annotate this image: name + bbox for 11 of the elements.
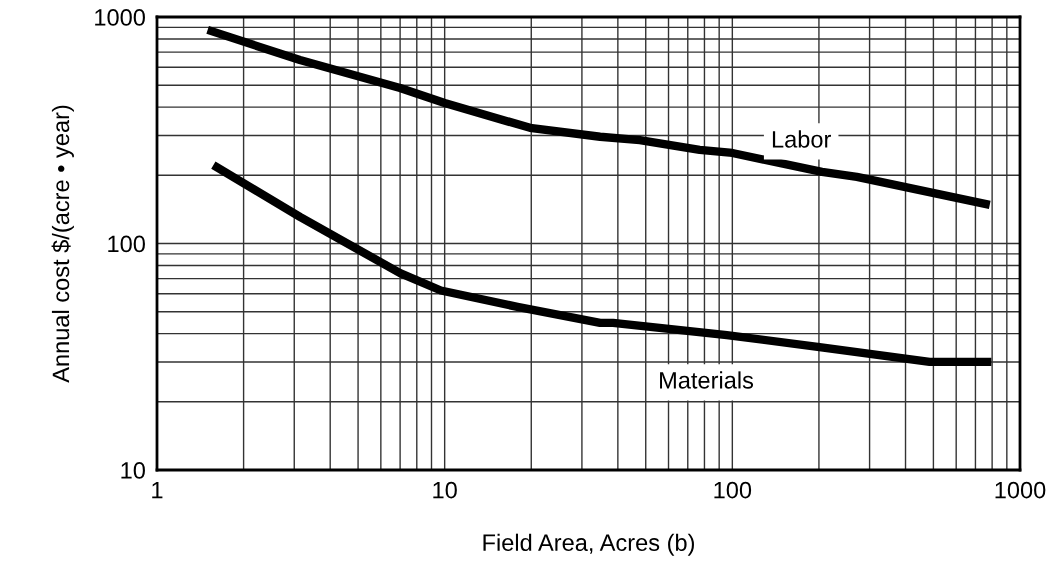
y-axis-title: Annual cost $/(acre • year) — [51, 105, 74, 383]
y-tick-label: 100 — [108, 235, 145, 253]
x-tick-label: 100 — [714, 481, 752, 499]
x-tick-label: 10 — [433, 481, 457, 499]
x-axis-title: Field Area, Acres (b) — [483, 533, 694, 556]
y-tick-label: 1000 — [95, 9, 145, 26]
series-label: Materials — [660, 371, 754, 389]
x-tick-label: 1000 — [995, 481, 1046, 499]
x-tick-label: 1 — [152, 481, 163, 499]
y-tick-label: 10 — [121, 462, 145, 479]
series-label: Labor — [772, 130, 831, 148]
